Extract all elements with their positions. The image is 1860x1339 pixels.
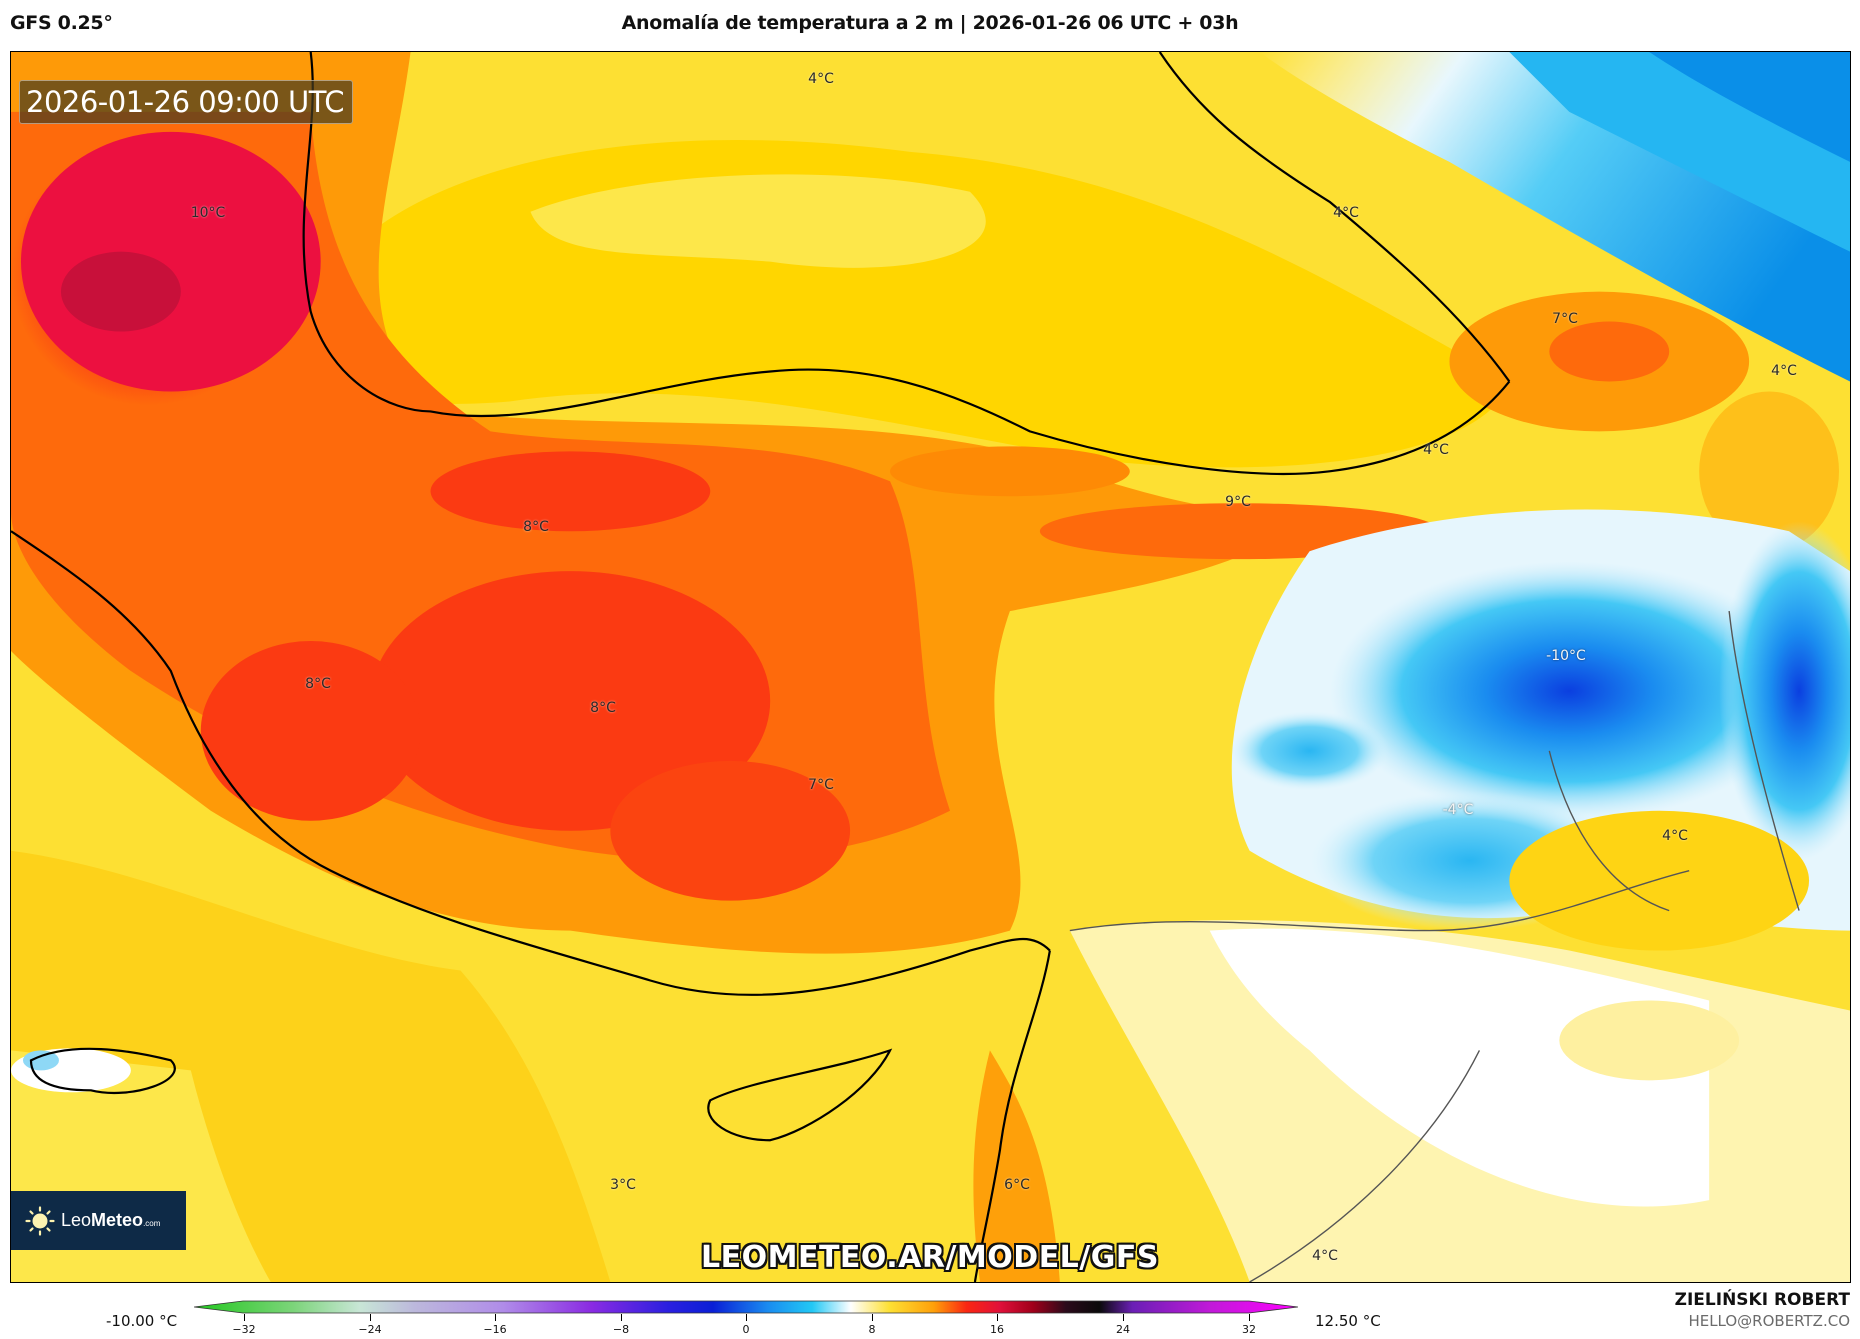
contour-label: 4°C (1662, 828, 1688, 844)
colorbar-tick (495, 1314, 496, 1321)
logo-suffix: .com (143, 1219, 161, 1228)
contour-label: -10°C (1546, 648, 1586, 664)
model-label: GFS 0.25° (10, 12, 113, 34)
author-email[interactable]: HELLO@ROBERTZ.CO (1688, 1312, 1850, 1330)
colorbar-tick-label: −8 (612, 1323, 630, 1336)
colorbar-tick (997, 1314, 998, 1321)
contour-label: 4°C (1423, 442, 1449, 458)
chart-title: Anomalía de temperatura a 2 m | 2026-01-… (621, 12, 1239, 34)
contour-label: 3°C (610, 1177, 636, 1193)
logo-wordmark: LeoMeteo.com (61, 1210, 160, 1231)
contour-label: 8°C (305, 676, 331, 692)
contour-label: -4°C (1442, 802, 1474, 818)
contour-label: 4°C (1312, 1248, 1338, 1264)
colorbar-tick-label: −32 (232, 1323, 256, 1336)
contour-label: 7°C (808, 777, 834, 793)
contour-label: 8°C (523, 519, 549, 535)
colorbar-tick-label: 16 (990, 1323, 1004, 1336)
colorbar-tick (1249, 1314, 1250, 1321)
contour-label: 7°C (1552, 311, 1578, 327)
contour-label: 4°C (1333, 205, 1359, 221)
colorbar-tick (872, 1314, 873, 1321)
colorbar-tick (746, 1314, 747, 1321)
colorbar-tick-label: 32 (1242, 1323, 1256, 1336)
colorbar-max-label: 12.50 °C (1315, 1312, 1381, 1330)
contour-label: 10°C (190, 205, 226, 221)
contour-label: 3°C (720, 1248, 746, 1264)
valid-time-badge: 2026-01-26 09:00 UTC (19, 80, 354, 124)
sun-icon (25, 1205, 55, 1236)
colorbar-tick (621, 1314, 622, 1321)
temperature-anomaly-map[interactable]: 2026-01-26 09:00 UTC 10°C 4°C 4°C 7°C 4°C 4°C… (10, 51, 1851, 1283)
contour-label: 6°C (1004, 1177, 1030, 1193)
colorbar-tick (1123, 1314, 1124, 1321)
colorbar-tick (370, 1314, 371, 1321)
contour-label: 8°C (590, 700, 616, 716)
logo-brand-bold: Meteo (91, 1210, 144, 1230)
colorbar-tick (244, 1314, 245, 1321)
colorbar-tick-label: −24 (358, 1323, 382, 1336)
contour-label: 9°C (1225, 494, 1251, 510)
author-credit: ZIELIŃSKI ROBERT (1674, 1290, 1850, 1310)
colorbar-tick-label: 24 (1116, 1323, 1130, 1336)
source-watermark: LEOMETEO.AR/MODEL/GFS (701, 1240, 1159, 1275)
contour-label: 4°C (1771, 363, 1797, 379)
contour-label: 4°C (808, 71, 834, 87)
logo-brand-light: Leo (61, 1210, 92, 1230)
anomaly-field (11, 52, 1850, 1282)
colorbar-min-label: -10.00 °C (106, 1312, 178, 1330)
leometeo-logo[interactable]: LeoMeteo.com (11, 1191, 186, 1250)
colorbar-tick-label: 8 (868, 1323, 876, 1336)
colorbar-tick-label: −16 (483, 1323, 507, 1336)
colorbar (194, 1300, 1298, 1314)
colorbar-tick-label: 0 (742, 1323, 750, 1336)
